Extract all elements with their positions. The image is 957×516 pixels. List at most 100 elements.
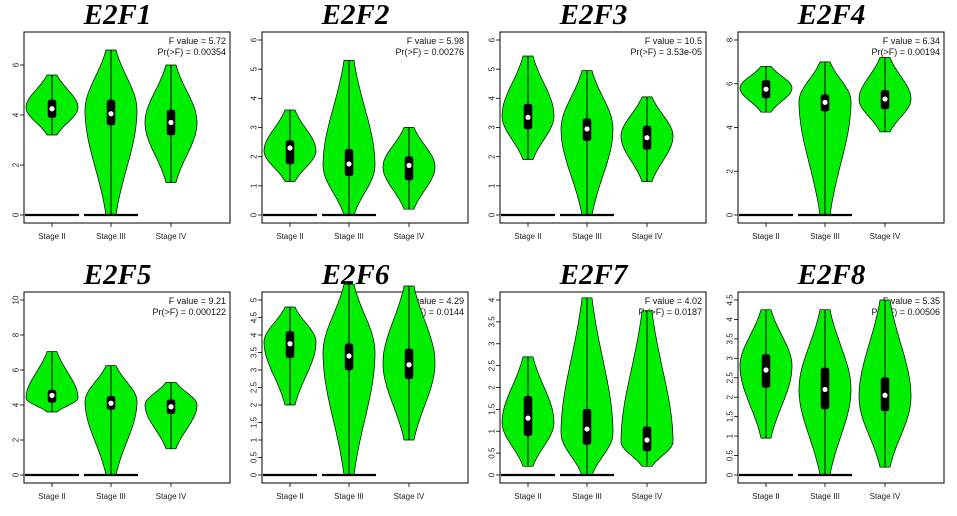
median-point — [822, 99, 828, 105]
y-tick-label: 2.5 — [488, 360, 497, 372]
y-tick-label: 8 — [726, 37, 735, 42]
y-tick-label: 6 — [488, 37, 497, 42]
x-tick-label: Stage III — [96, 232, 126, 241]
y-tick-label: 0 — [726, 472, 735, 477]
median-point — [525, 415, 531, 421]
y-tick-label: 1.5 — [726, 411, 735, 423]
panel-e2f3: E2F3 0 1 2 3 4 5 6 Stage II Stage III Stage IV F v… — [476, 0, 711, 256]
y-tick-label: 4.5 — [726, 294, 735, 306]
y-tick-label: 4 — [250, 332, 259, 337]
panel-title: E2F3 — [559, 0, 628, 31]
panel-e2f2: E2F2 0 1 2 3 4 5 6 Stage II Stage III Stage IV F v… — [238, 0, 473, 256]
x-tick-label: Stage III — [334, 492, 364, 501]
median-point — [49, 106, 55, 112]
p-value-label: Pr(>F) = 3.53e-05 — [630, 47, 702, 57]
x-tick-label: Stage II — [276, 232, 304, 241]
panel-title: E2F5 — [83, 259, 152, 291]
p-value-label: Pr(>F) = 0.0187 — [638, 307, 702, 317]
median-point — [108, 400, 114, 406]
median-point — [287, 341, 293, 347]
median-point — [882, 392, 888, 398]
p-value-label: Pr(>F) = 0.00276 — [395, 47, 464, 57]
p-value-label: Pr(>F) = 0.00194 — [871, 47, 940, 57]
violin-box — [404, 156, 414, 181]
median-point — [287, 145, 293, 151]
y-tick-label: 6 — [12, 367, 21, 372]
x-tick-label: Stage IV — [870, 232, 901, 241]
median-point — [763, 367, 769, 373]
y-tick-label: 2 — [12, 162, 21, 167]
x-tick-label: Stage IV — [156, 232, 187, 241]
x-tick-label: Stage II — [276, 492, 304, 501]
x-tick-label: Stage IV — [394, 232, 425, 241]
y-tick-label: 3 — [488, 341, 497, 346]
p-value-label: Pr(>F) = 0.0144 — [400, 307, 464, 317]
y-tick-label: 3 — [488, 125, 497, 130]
p-value-label: Pr(>F) = 0.00354 — [157, 47, 226, 57]
y-tick-label: 0 — [12, 212, 21, 217]
y-tick-label: 5 — [250, 297, 259, 302]
x-tick-label: Stage III — [810, 232, 840, 241]
y-tick-label: 3.5 — [250, 346, 259, 358]
f-value-label: F value = 5.72 — [169, 36, 226, 46]
violin-chart-e2f8: 0 0.5 1 1.5 2 2.5 3 3.5 4 4.5 Stage II Stage III Sta… — [726, 291, 945, 501]
violin-chart-e2f4: 0 2 4 6 8 Stage II Stage III Stage IV F value = … — [726, 31, 945, 241]
x-tick-label: Stage II — [38, 492, 66, 501]
y-tick-label: 5 — [488, 66, 497, 71]
x-tick-label: Stage II — [752, 492, 780, 501]
y-tick-label: 5 — [250, 66, 259, 71]
y-tick-label: 0.5 — [726, 449, 735, 461]
p-value-label: Pr(>F) = 0.00506 — [871, 307, 940, 317]
y-tick-label: 2 — [488, 154, 497, 159]
y-tick-label: 1.5 — [488, 403, 497, 415]
x-tick-label: Stage IV — [870, 492, 901, 501]
median-point — [822, 386, 828, 393]
y-tick-label: 6 — [726, 81, 735, 86]
y-tick-label: 0 — [488, 212, 497, 217]
y-tick-label: 1 — [726, 433, 735, 438]
f-value-label: F value = 9.21 — [169, 296, 226, 306]
x-tick-label: Stage IV — [632, 232, 663, 241]
median-point — [644, 135, 650, 141]
violin-chart-e2f3: 0 1 2 3 4 5 6 Stage II Stage III Stage IV F value … — [488, 31, 707, 241]
y-tick-label: 4 — [726, 317, 735, 322]
median-point — [168, 119, 174, 126]
f-value-label: F value = 5.35 — [883, 296, 940, 306]
x-tick-label: Stage III — [96, 492, 126, 501]
x-tick-label: Stage III — [334, 232, 364, 241]
y-tick-label: 10 — [12, 295, 21, 304]
y-tick-label: 0 — [488, 472, 497, 477]
y-tick-label: 0 — [250, 472, 259, 477]
violin-chart-e2f1: 0 2 4 6 Stage II Stage III Stage IV F value = 5… — [12, 31, 231, 241]
y-tick-label: 2 — [250, 154, 259, 159]
y-tick-label: 2 — [488, 385, 497, 390]
violin-box — [285, 140, 295, 165]
x-tick-label: Stage II — [752, 232, 780, 241]
y-tick-label: 2 — [250, 402, 259, 407]
y-tick-label: 2 — [12, 437, 21, 442]
x-tick-label: Stage III — [572, 492, 602, 501]
y-tick-label: 4 — [12, 112, 21, 117]
f-value-label: F value = 6.34 — [883, 36, 940, 46]
f-value-label: F value = 4.02 — [645, 296, 702, 306]
y-tick-label: 1 — [488, 183, 497, 188]
median-point — [584, 126, 590, 132]
median-point — [584, 426, 590, 432]
y-tick-label: 1 — [250, 183, 259, 188]
violin-chart-e2f7: 0 0.5 1 1.5 2 2.5 3 3.5 4 Stage II Stage III Stage … — [488, 291, 707, 501]
x-tick-label: Stage III — [810, 492, 840, 501]
y-tick-label: 2.5 — [250, 381, 259, 393]
median-point — [763, 86, 769, 92]
y-tick-label: 6 — [250, 37, 259, 42]
median-point — [168, 404, 174, 410]
y-tick-label: 2 — [726, 168, 735, 173]
y-tick-label: 4 — [250, 96, 259, 101]
panel-e2f5: E2F5 0 2 4 6 8 10 Stage II Stage III Stage IV F v… — [0, 260, 235, 516]
y-tick-label: 4 — [12, 402, 21, 407]
y-tick-label: 6 — [12, 62, 21, 67]
y-tick-label: 1 — [488, 428, 497, 433]
panel-e2f1: E2F1 0 2 4 6 Stage II Stage III Stage IV F valu… — [0, 0, 235, 256]
f-value-label: F value = 4.29 — [407, 296, 464, 306]
y-tick-label: 3 — [726, 356, 735, 361]
x-tick-label: Stage IV — [632, 492, 663, 501]
